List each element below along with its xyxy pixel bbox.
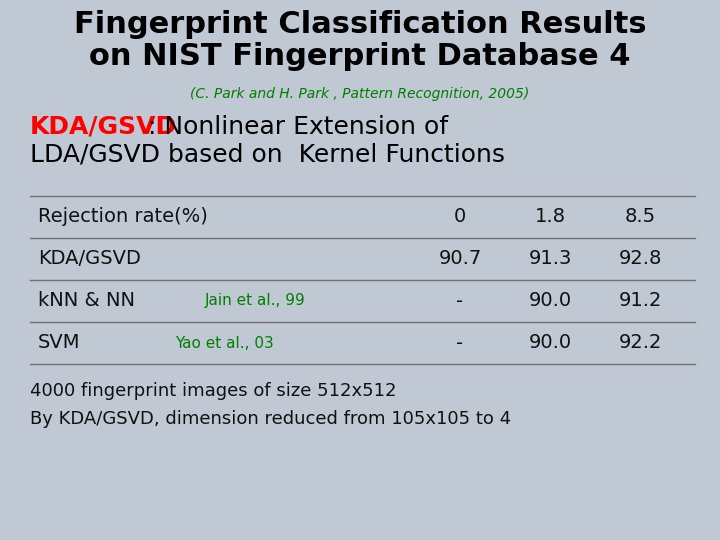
- Text: KDA/GSVD: KDA/GSVD: [30, 115, 177, 139]
- Text: 0: 0: [454, 207, 466, 226]
- Text: 4000 fingerprint images of size 512x512: 4000 fingerprint images of size 512x512: [30, 382, 397, 400]
- Text: 1.8: 1.8: [534, 207, 565, 226]
- Text: 8.5: 8.5: [624, 207, 656, 226]
- Text: 90.7: 90.7: [438, 249, 482, 268]
- Text: 92.8: 92.8: [618, 249, 662, 268]
- Text: 91.3: 91.3: [528, 249, 572, 268]
- Text: Jain et al., 99: Jain et al., 99: [205, 294, 306, 308]
- Text: 91.2: 91.2: [618, 292, 662, 310]
- Text: Fingerprint Classification Results
on NIST Fingerprint Database 4: Fingerprint Classification Results on NI…: [73, 10, 647, 71]
- Text: KDA/GSVD: KDA/GSVD: [38, 249, 141, 268]
- Text: kNN & NN: kNN & NN: [38, 292, 135, 310]
- Text: Rejection rate(%): Rejection rate(%): [38, 207, 208, 226]
- Text: -: -: [456, 334, 464, 353]
- Text: LDA/GSVD based on  Kernel Functions: LDA/GSVD based on Kernel Functions: [30, 143, 505, 167]
- Text: SVM: SVM: [38, 334, 81, 353]
- Text: : Nonlinear Extension of: : Nonlinear Extension of: [148, 115, 448, 139]
- Text: By KDA/GSVD, dimension reduced from 105x105 to 4: By KDA/GSVD, dimension reduced from 105x…: [30, 410, 511, 428]
- Text: 92.2: 92.2: [618, 334, 662, 353]
- Text: 90.0: 90.0: [528, 292, 572, 310]
- Text: -: -: [456, 292, 464, 310]
- Text: Yao et al., 03: Yao et al., 03: [175, 335, 274, 350]
- Text: (C. Park and H. Park , Pattern Recognition, 2005): (C. Park and H. Park , Pattern Recogniti…: [190, 87, 530, 101]
- Text: 90.0: 90.0: [528, 334, 572, 353]
